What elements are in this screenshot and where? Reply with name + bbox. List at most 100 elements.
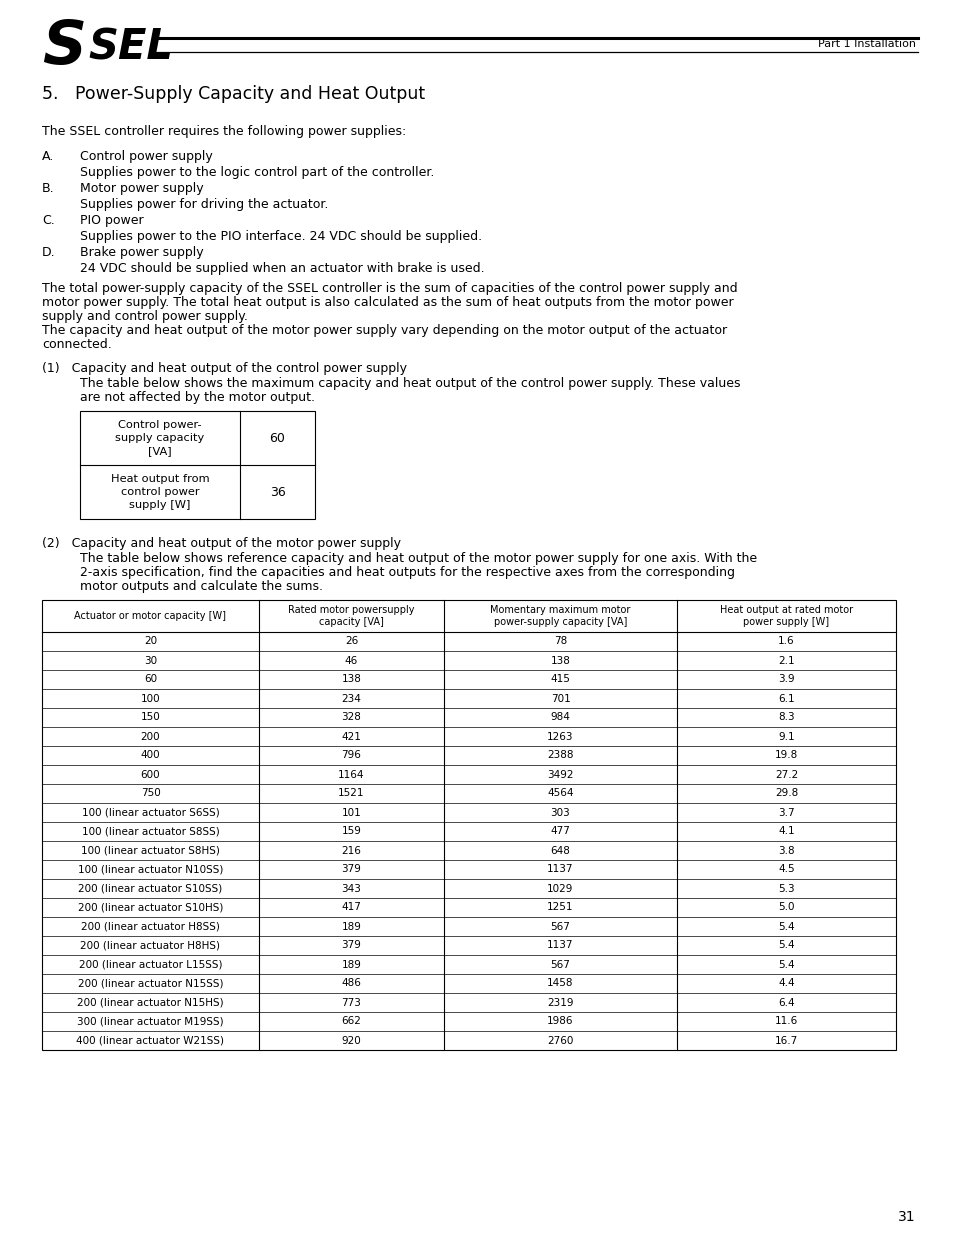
Text: Control power-
supply capacity
[VA]: Control power- supply capacity [VA]	[115, 420, 204, 456]
Text: 24 VDC should be supplied when an actuator with brake is used.: 24 VDC should be supplied when an actuat…	[80, 262, 484, 275]
Text: Heat output from
control power
supply [W]: Heat output from control power supply [W…	[111, 474, 209, 510]
Text: 36: 36	[270, 485, 285, 499]
Text: 200 (linear actuator H8HS): 200 (linear actuator H8HS)	[80, 941, 220, 951]
Text: 138: 138	[341, 674, 361, 684]
Text: 4.1: 4.1	[778, 826, 794, 836]
Text: 303: 303	[550, 808, 570, 818]
Text: 300 (linear actuator M19SS): 300 (linear actuator M19SS)	[77, 1016, 224, 1026]
Text: Supplies power to the PIO interface. 24 VDC should be supplied.: Supplies power to the PIO interface. 24 …	[80, 230, 481, 243]
Text: Brake power supply: Brake power supply	[80, 246, 203, 259]
Text: 5.3: 5.3	[778, 883, 794, 893]
Text: 4.5: 4.5	[778, 864, 794, 874]
Text: 78: 78	[554, 636, 566, 646]
Text: 200 (linear actuator S10HS): 200 (linear actuator S10HS)	[78, 903, 223, 913]
Text: motor outputs and calculate the sums.: motor outputs and calculate the sums.	[80, 580, 323, 593]
Text: 379: 379	[341, 941, 361, 951]
Text: SEL: SEL	[88, 26, 172, 68]
Text: 26: 26	[345, 636, 357, 646]
Text: The table below shows reference capacity and heat output of the motor power supp: The table below shows reference capacity…	[80, 552, 757, 564]
Text: 31: 31	[898, 1210, 915, 1224]
Text: The SSEL controller requires the following power supplies:: The SSEL controller requires the followi…	[42, 125, 406, 138]
Text: 2-axis specification, find the capacities and heat outputs for the respective ax: 2-axis specification, find the capacitie…	[80, 566, 734, 579]
Text: 1137: 1137	[547, 864, 573, 874]
Text: 20: 20	[144, 636, 157, 646]
Text: 415: 415	[550, 674, 570, 684]
Text: (1)   Capacity and heat output of the control power supply: (1) Capacity and heat output of the cont…	[42, 362, 407, 375]
Text: 1263: 1263	[547, 731, 573, 741]
Text: The table below shows the maximum capacity and heat output of the control power : The table below shows the maximum capaci…	[80, 377, 740, 390]
Text: 328: 328	[341, 713, 361, 722]
Text: Supplies power to the logic control part of the controller.: Supplies power to the logic control part…	[80, 165, 434, 179]
Text: 100 (linear actuator S8SS): 100 (linear actuator S8SS)	[82, 826, 219, 836]
Text: 1137: 1137	[547, 941, 573, 951]
Text: 3.9: 3.9	[778, 674, 794, 684]
Text: 46: 46	[345, 656, 357, 666]
Text: 3.7: 3.7	[778, 808, 794, 818]
Text: 16.7: 16.7	[774, 1035, 798, 1046]
Text: 150: 150	[140, 713, 160, 722]
Text: 1458: 1458	[547, 978, 573, 988]
Text: 5.   Power-Supply Capacity and Heat Output: 5. Power-Supply Capacity and Heat Output	[42, 85, 425, 103]
Text: 200 (linear actuator L15SS): 200 (linear actuator L15SS)	[79, 960, 222, 969]
Text: 662: 662	[341, 1016, 361, 1026]
Text: 984: 984	[550, 713, 570, 722]
Text: The capacity and heat output of the motor power supply vary depending on the mot: The capacity and heat output of the moto…	[42, 324, 726, 337]
Text: 1164: 1164	[338, 769, 364, 779]
Text: 1251: 1251	[547, 903, 573, 913]
Text: B.: B.	[42, 182, 54, 195]
Text: are not affected by the motor output.: are not affected by the motor output.	[80, 391, 314, 404]
Text: 200 (linear actuator N15HS): 200 (linear actuator N15HS)	[77, 998, 224, 1008]
Text: C.: C.	[42, 214, 54, 227]
Text: 6.4: 6.4	[778, 998, 794, 1008]
Text: 100 (linear actuator S6SS): 100 (linear actuator S6SS)	[82, 808, 219, 818]
Text: 2388: 2388	[547, 751, 573, 761]
Text: 648: 648	[550, 846, 570, 856]
Text: PIO power: PIO power	[80, 214, 144, 227]
Text: 5.4: 5.4	[778, 921, 794, 931]
Text: Heat output at rated motor
power supply [W]: Heat output at rated motor power supply …	[720, 605, 852, 627]
Text: 5.4: 5.4	[778, 960, 794, 969]
Text: 400: 400	[140, 751, 160, 761]
Text: 477: 477	[550, 826, 570, 836]
Bar	[80, 411, 314, 519]
Text: motor power supply. The total heat output is also calculated as the sum of heat : motor power supply. The total heat outpu…	[42, 296, 733, 309]
Text: 8.3: 8.3	[778, 713, 794, 722]
Text: 1029: 1029	[547, 883, 573, 893]
Text: 29.8: 29.8	[774, 788, 798, 799]
Text: The total power-supply capacity of the SSEL controller is the sum of capacities : The total power-supply capacity of the S…	[42, 282, 737, 295]
Bar	[42, 600, 895, 1050]
Text: 4.4: 4.4	[778, 978, 794, 988]
Text: 200 (linear actuator S10SS): 200 (linear actuator S10SS)	[78, 883, 222, 893]
Text: 5.0: 5.0	[778, 903, 794, 913]
Text: 11.6: 11.6	[774, 1016, 798, 1026]
Text: 2760: 2760	[547, 1035, 573, 1046]
Text: S: S	[42, 19, 86, 77]
Text: 567: 567	[550, 921, 570, 931]
Text: 1986: 1986	[547, 1016, 573, 1026]
Text: Rated motor powersupply
capacity [VA]: Rated motor powersupply capacity [VA]	[288, 605, 415, 627]
Text: 138: 138	[550, 656, 570, 666]
Text: Momentary maximum motor
power-supply capacity [VA]: Momentary maximum motor power-supply cap…	[490, 605, 630, 627]
Text: 773: 773	[341, 998, 361, 1008]
Text: 486: 486	[341, 978, 361, 988]
Text: connected.: connected.	[42, 338, 112, 351]
Text: 701: 701	[550, 694, 570, 704]
Text: Control power supply: Control power supply	[80, 149, 213, 163]
Text: 200: 200	[140, 731, 160, 741]
Text: 200 (linear actuator N15SS): 200 (linear actuator N15SS)	[77, 978, 223, 988]
Text: 9.1: 9.1	[778, 731, 794, 741]
Text: 101: 101	[341, 808, 361, 818]
Text: 920: 920	[341, 1035, 361, 1046]
Text: 60: 60	[144, 674, 157, 684]
Text: (2)   Capacity and heat output of the motor power supply: (2) Capacity and heat output of the moto…	[42, 537, 400, 550]
Text: 421: 421	[341, 731, 361, 741]
Text: 379: 379	[341, 864, 361, 874]
Text: 3492: 3492	[547, 769, 573, 779]
Text: 417: 417	[341, 903, 361, 913]
Text: 200 (linear actuator H8SS): 200 (linear actuator H8SS)	[81, 921, 220, 931]
Text: 343: 343	[341, 883, 361, 893]
Text: Part 1 Installation: Part 1 Installation	[817, 40, 915, 49]
Text: 4564: 4564	[547, 788, 573, 799]
Text: 2.1: 2.1	[778, 656, 794, 666]
Text: 216: 216	[341, 846, 361, 856]
